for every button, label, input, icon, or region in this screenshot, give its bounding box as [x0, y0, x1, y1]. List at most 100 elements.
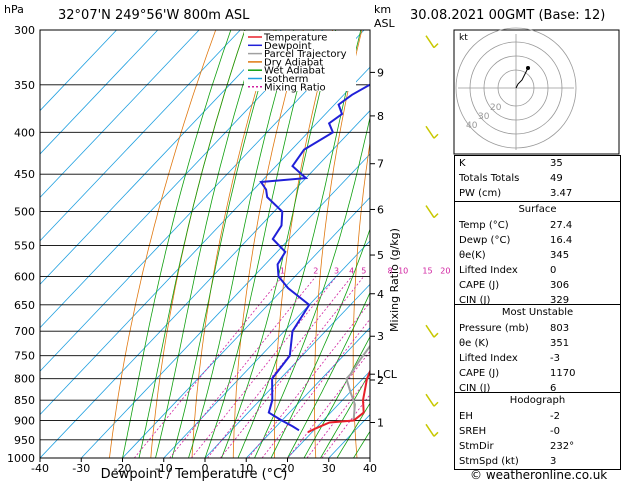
mixing-ratio-tick-label: 15 [422, 266, 432, 275]
mixing-ratio-line [306, 374, 370, 458]
mu-thetae-label: θe (K) [459, 338, 489, 349]
totals-totals-value: 49 [550, 173, 563, 184]
legend-entry: Temperature [263, 33, 327, 44]
wind-barb [425, 393, 435, 407]
wind-barb-flag [433, 213, 439, 219]
wet-adiabat-line [122, 30, 232, 458]
km-tick-label: 6 [377, 203, 384, 216]
eh-label: EH [459, 411, 473, 422]
wet-adiabat-line [320, 371, 370, 458]
sounding-profiles [259, 83, 370, 434]
x-tick-label: 30 [322, 462, 336, 475]
x-tick-label: 40 [363, 462, 377, 475]
isobar-lines [40, 29, 370, 459]
mixing-ratio-tick-label: 8 [388, 266, 393, 275]
mu-cin-label: CIN (J) [459, 383, 491, 394]
wet-adiabat-line [303, 335, 370, 458]
mu-cape-value: 1170 [550, 368, 576, 379]
mixing-ratio-tick-label: 10 [398, 266, 408, 275]
mixing-ratio-line [191, 276, 337, 458]
sreh-value: -0 [550, 426, 560, 437]
isotherm-line [40, 30, 117, 112]
pressure-tick-label: 300 [14, 24, 35, 37]
totals-totals-label: Totals Totals [459, 173, 520, 184]
wet-adiabat-line [237, 30, 362, 458]
x-axis-label: Dewpoint / Temperature (°C) [101, 467, 288, 482]
pressure-tick-label: 700 [14, 325, 35, 338]
isotherm-line [287, 370, 370, 458]
mu-cape-label: CAPE (J) [459, 368, 500, 379]
dry-adiabat-line [109, 30, 217, 458]
legend-entry: Dewpoint [264, 41, 312, 52]
indices-panel: K 35 Totals Totals 49 PW (cm) 3.47 [454, 155, 621, 202]
pressure-tick-label: 900 [14, 415, 35, 428]
mu-li-label: Lifted Index [459, 353, 518, 364]
km-tick-label: 9 [377, 66, 384, 79]
dewpoint-line [259, 83, 370, 432]
pressure-axis: 300 350 400 450 500 550 600 650 700 750 800 850 900 9… [7, 24, 35, 465]
mixing-ratio-tick-label: 5 [361, 266, 366, 275]
legend-entry: Parcel Trajectory [264, 49, 347, 60]
dry-adiabat-line [352, 140, 370, 458]
mixing-ratio-tick-label: 1 [280, 266, 285, 275]
x-tick-label: -10 [155, 462, 173, 475]
hodograph-stats-panel: Hodograph EH -2 SREH -0 StmDir 232° StmSpd … [454, 392, 621, 470]
mixing-ratio-line [321, 393, 370, 458]
mixing-ratio-line [133, 276, 283, 458]
surface-cin-value: 329 [550, 295, 570, 306]
isotherm-line [246, 327, 370, 458]
x-tick-label: 20 [281, 462, 295, 475]
km-unit-label: km [374, 3, 392, 16]
wind-barb-flag [433, 332, 439, 338]
isotherm-line [40, 110, 370, 458]
isotherm-line [40, 30, 282, 285]
hodograph-storm-point [526, 66, 530, 70]
dry-adiabat-line [150, 30, 246, 458]
km-tick-label: 1 [377, 417, 384, 430]
stmdir-value: 232° [550, 441, 575, 452]
isotherm-line [40, 30, 324, 329]
temperature-line [307, 368, 370, 434]
km-tick-label: 2 [377, 374, 384, 387]
mixing-ratio-line [220, 276, 365, 458]
parcel-trajectory-line [345, 344, 370, 421]
pressure-tick-label: 800 [14, 373, 35, 386]
datetime-title: 30.08.2021 00GMT (Base: 12) [410, 8, 606, 23]
mu-li-value: -3 [550, 353, 560, 364]
surface-temp-label: Temp (°C) [459, 220, 509, 231]
wet-adiabat-line [287, 291, 370, 458]
wet-adiabat-line [204, 30, 314, 458]
surface-panel: Surface Temp (°C) 27.4 Dewp (°C) 16.4 θe(K… [454, 201, 621, 309]
pressure-tick-label: 450 [14, 168, 35, 181]
pressure-tick-label: 950 [14, 434, 35, 447]
wind-barb-flag [433, 431, 439, 437]
km-tick-label: 4 [377, 288, 384, 301]
stmspd-label: StmSpd (kt) [459, 456, 519, 467]
isotherm-line [40, 30, 241, 242]
hodograph-unit: kt [459, 33, 468, 43]
pressure-tick-label: 350 [14, 79, 35, 92]
mu-pressure-label: Pressure (mb) [459, 323, 529, 334]
hodograph-trace [515, 67, 529, 89]
x-tick-label: -20 [114, 462, 132, 475]
km-tick-label: 5 [377, 249, 384, 262]
k-index-label: K [459, 158, 466, 169]
wet-adiabat-line [155, 30, 261, 458]
km-tick-label: 8 [377, 110, 384, 123]
pressure-tick-label: 550 [14, 239, 35, 252]
location-title: 32°07'N 249°56'W 800m ASL [58, 8, 250, 23]
surface-temp-value: 27.4 [550, 220, 573, 231]
surface-thetae-label: θe(K) [459, 250, 486, 261]
mu-cin-value: 6 [550, 383, 557, 394]
eh-value: -2 [550, 411, 560, 422]
surface-title: Surface [518, 204, 557, 215]
surface-li-value: 0 [550, 265, 557, 276]
surface-dewp-value: 16.4 [550, 235, 573, 246]
legend-entry: Wet Adiabat [264, 66, 325, 77]
stmdir-label: StmDir [459, 441, 494, 452]
pressure-tick-label: 600 [14, 270, 35, 283]
pressure-tick-label: 650 [14, 299, 35, 312]
asl-unit-label: ASL [374, 17, 395, 30]
